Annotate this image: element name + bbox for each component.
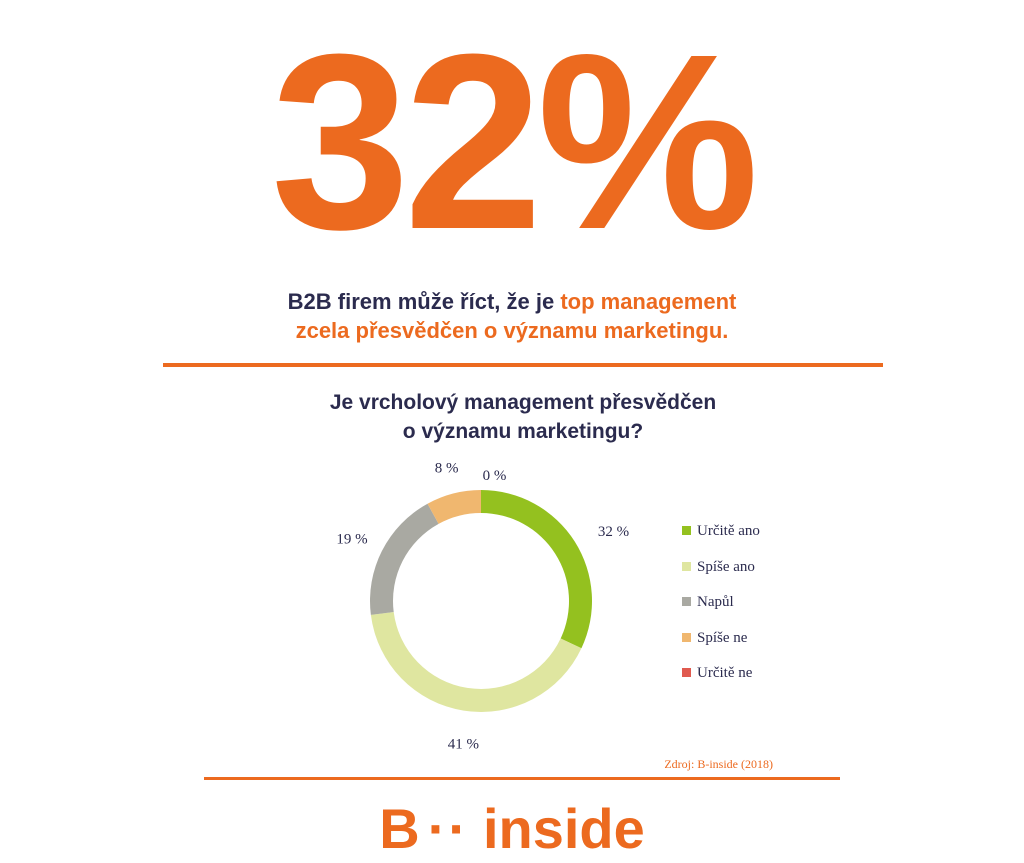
headline-highlight-2: zcela přesvědčen o významu marketingu. xyxy=(295,318,729,343)
logo-dots: ·· xyxy=(427,797,469,860)
data-label-3: 19 % xyxy=(336,531,367,547)
donut-slice-2 xyxy=(370,612,582,713)
legend-label: Určitě ano xyxy=(697,523,760,539)
logo-letter: B xyxy=(379,797,420,860)
logo-word: inside xyxy=(482,797,645,860)
divider-top xyxy=(163,363,883,367)
legend-label: Spíše ne xyxy=(697,629,748,646)
legend-swatch xyxy=(682,526,691,536)
legend-label: Napůl xyxy=(697,594,734,610)
headline-text: B2B firem může říct, že je xyxy=(287,289,561,314)
legend-item-5: Určitě ne xyxy=(682,663,752,683)
b-inside-logo: B ·· inside xyxy=(0,796,1024,862)
donut-slice-4 xyxy=(427,490,481,524)
legend-item-4: Spíše ne xyxy=(682,628,747,648)
hero-percent: 32% xyxy=(270,2,759,281)
headline-highlight-1: top management xyxy=(560,289,737,314)
legend-label: Určitě ne xyxy=(697,665,753,681)
divider-bottom xyxy=(204,777,840,780)
legend-item-3: Napůl xyxy=(682,592,734,612)
donut-slice-1 xyxy=(481,490,592,649)
question-line-1: Je vrcholový management přesvědčen xyxy=(329,391,717,414)
chart-question: Je vrcholový management přesvědčen o výz… xyxy=(0,388,1024,446)
data-label-1: 32 % xyxy=(598,524,629,540)
data-label-4: 8 % xyxy=(435,460,459,476)
legend-swatch xyxy=(682,668,691,678)
legend-item-1: Určitě ano xyxy=(682,521,760,541)
data-label-2: 41 % xyxy=(448,736,479,752)
legend-swatch xyxy=(682,561,691,571)
headline: B2B firem může říct, že je top managemen… xyxy=(0,287,1024,345)
legend-label: Spíše ano xyxy=(697,558,755,575)
question-line-2: o významu marketingu? xyxy=(402,420,644,443)
legend-item-2: Spíše ano xyxy=(682,557,755,577)
legend-swatch xyxy=(682,597,691,607)
source-note: Zdroj: B-inside (2018) xyxy=(664,757,773,771)
donut-slice-3 xyxy=(370,503,439,615)
data-label-5: 0 % xyxy=(483,468,507,484)
legend-swatch xyxy=(682,632,691,642)
